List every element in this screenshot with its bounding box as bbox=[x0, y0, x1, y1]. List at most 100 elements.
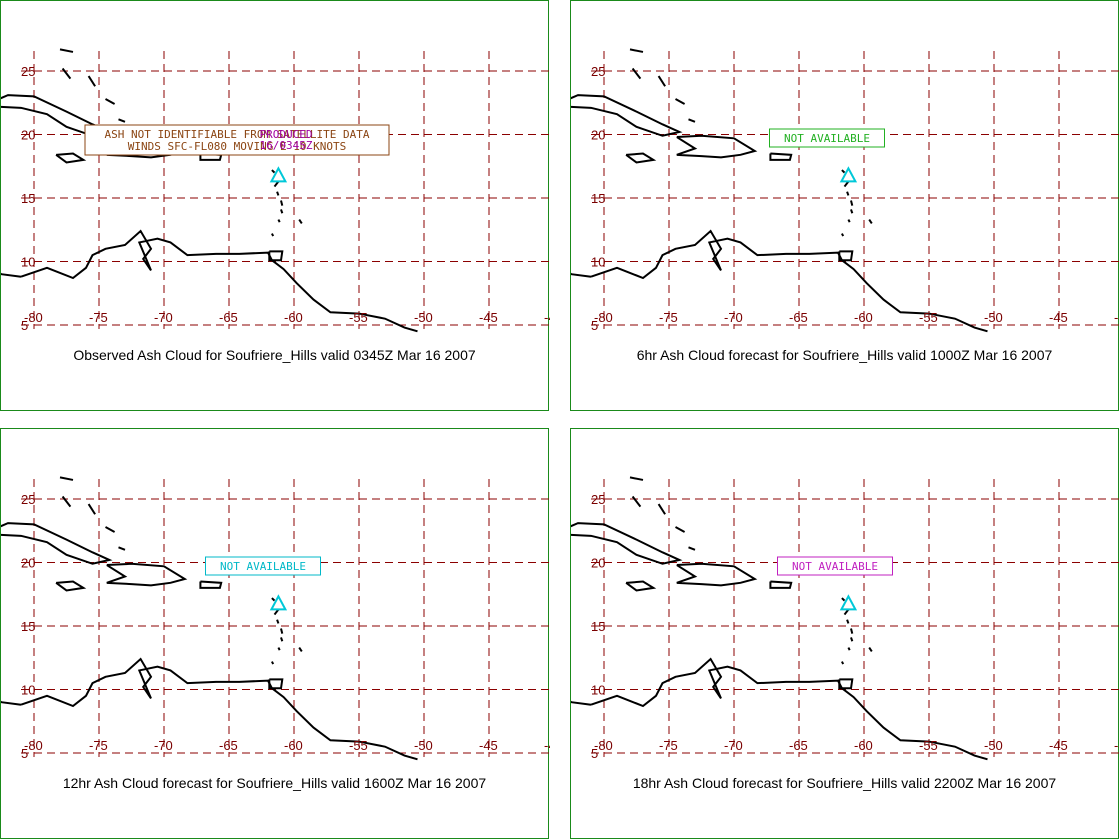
coastline bbox=[571, 700, 592, 706]
lon-tick-label: -75 bbox=[659, 310, 678, 325]
volcano-triangle-icon bbox=[839, 166, 858, 183]
map-12hr: -80 -75 -70 -65 -60 -55 -50 -45 -40 25 20 15 10 5 NOT… bbox=[1, 476, 550, 761]
lon-tick-label: -80 bbox=[24, 738, 43, 753]
coastline bbox=[118, 118, 126, 123]
lat-tick-label: 20 bbox=[591, 128, 605, 143]
lon-tick-label: -40 bbox=[1114, 310, 1119, 325]
coastline bbox=[841, 169, 846, 174]
coastline bbox=[590, 229, 988, 333]
lon-tick-label: -45 bbox=[1049, 310, 1068, 325]
coastline bbox=[271, 597, 276, 602]
map-18hr: -80 -75 -70 -65 -60 -55 -50 -45 -40 25 20 15 10 5 NOT… bbox=[571, 476, 1119, 761]
coastline bbox=[629, 48, 644, 53]
coastline bbox=[280, 200, 284, 206]
coastline bbox=[631, 67, 642, 80]
coastline bbox=[271, 661, 275, 665]
lon-tick-label: -70 bbox=[724, 310, 743, 325]
coastline bbox=[571, 94, 683, 137]
lon-tick-label: -65 bbox=[219, 738, 238, 753]
lat-tick-label: 25 bbox=[21, 64, 35, 79]
lon-tick-label: -75 bbox=[89, 738, 108, 753]
volcano-triangle-icon bbox=[269, 166, 288, 183]
panel-caption: Observed Ash Cloud for Soufriere_Hills v… bbox=[73, 347, 476, 363]
coastline bbox=[271, 169, 276, 174]
overlay-text: PRODUCED bbox=[260, 128, 313, 141]
lon-tick-label: -75 bbox=[89, 310, 108, 325]
volcano-triangle-icon bbox=[269, 594, 288, 611]
coastline bbox=[59, 48, 74, 53]
notice-box bbox=[205, 556, 321, 576]
coastline bbox=[106, 562, 188, 587]
coastline bbox=[277, 219, 281, 223]
coastline bbox=[298, 647, 303, 652]
coastline bbox=[87, 75, 96, 87]
panel-caption: 6hr Ash Cloud forecast for Soufriere_Hil… bbox=[636, 347, 1053, 363]
coastline bbox=[868, 219, 873, 224]
coastline bbox=[268, 250, 284, 262]
coastline bbox=[1, 272, 22, 278]
coastline bbox=[868, 647, 873, 652]
coastline bbox=[59, 476, 74, 481]
lat-tick-label: 25 bbox=[591, 492, 605, 507]
notice-box bbox=[769, 128, 885, 148]
panel-caption: 18hr Ash Cloud forecast for Soufriere_Hi… bbox=[632, 775, 1057, 791]
lat-tick-label: 15 bbox=[591, 619, 605, 634]
coastline bbox=[629, 476, 644, 481]
lat-tick-label: 15 bbox=[591, 191, 605, 206]
coastline bbox=[846, 191, 850, 196]
lon-tick-label: -40 bbox=[544, 738, 550, 753]
coastline bbox=[850, 628, 854, 634]
lon-tick-label: -70 bbox=[154, 310, 173, 325]
lon-tick-label: -80 bbox=[594, 310, 613, 325]
lat-tick-label: 20 bbox=[21, 556, 35, 571]
coastline bbox=[118, 546, 126, 551]
lon-tick-label: -45 bbox=[479, 738, 498, 753]
notice-text: NOT AVAILABLE bbox=[220, 560, 306, 573]
coastline bbox=[657, 503, 666, 515]
coastline bbox=[105, 98, 116, 105]
coastline bbox=[841, 233, 845, 237]
lat-tick-label: 15 bbox=[21, 191, 35, 206]
panel-18hr-forecast: -80 -75 -70 -65 -60 -55 -50 -45 -40 25 20 15 10 5 NOT… bbox=[570, 428, 1119, 839]
coastline bbox=[277, 647, 281, 651]
coastline bbox=[280, 637, 284, 642]
coastline bbox=[276, 191, 280, 196]
lat-tick-label: 15 bbox=[21, 619, 35, 634]
coastline bbox=[105, 526, 116, 533]
notice-text: ASH NOT IDENTIFIABLE FROM SATELLITE DATA bbox=[105, 128, 370, 141]
notice-box bbox=[777, 556, 893, 576]
notice-text: WINDS SFC-FL080 MOVING E 10 KNOTS bbox=[128, 140, 347, 153]
coastline bbox=[688, 118, 696, 123]
coastline bbox=[841, 661, 845, 665]
coastline bbox=[571, 272, 592, 278]
coastline bbox=[675, 98, 686, 105]
lon-tick-label: -70 bbox=[724, 738, 743, 753]
panel-observed: -80 -75 -70 -65 -60 -55 -50 -45 -40 25 20 15 10 5 ASH… bbox=[0, 0, 550, 411]
notice-text: NOT AVAILABLE bbox=[784, 132, 870, 145]
lon-tick-label: -50 bbox=[414, 738, 433, 753]
coastline bbox=[61, 495, 72, 508]
coastline bbox=[298, 219, 303, 224]
coastline bbox=[61, 67, 72, 80]
lon-tick-label: -75 bbox=[659, 738, 678, 753]
lon-tick-label: -55 bbox=[349, 738, 368, 753]
coastline bbox=[55, 580, 87, 592]
lon-tick-label: -60 bbox=[284, 310, 303, 325]
lon-tick-label: -45 bbox=[479, 310, 498, 325]
map-6hr: -80 -75 -70 -65 -60 -55 -50 -45 -40 25 20 15 10 5 NOT… bbox=[571, 48, 1119, 333]
coastline bbox=[676, 562, 758, 587]
coastline bbox=[841, 597, 846, 602]
overlay-text: 16/0345Z bbox=[260, 139, 313, 152]
coastline bbox=[676, 134, 758, 159]
coastline bbox=[1, 700, 22, 706]
volcano-triangle-icon bbox=[839, 594, 858, 611]
lon-tick-label: -50 bbox=[984, 310, 1003, 325]
lat-tick-label: 5 bbox=[591, 318, 598, 333]
coastline bbox=[847, 219, 851, 223]
lat-tick-label: 20 bbox=[21, 128, 35, 143]
lon-tick-label: -40 bbox=[544, 310, 550, 325]
coastline bbox=[625, 152, 657, 164]
lat-tick-label: 5 bbox=[21, 746, 28, 761]
lat-tick-label: 25 bbox=[21, 492, 35, 507]
lon-tick-label: -60 bbox=[854, 310, 873, 325]
